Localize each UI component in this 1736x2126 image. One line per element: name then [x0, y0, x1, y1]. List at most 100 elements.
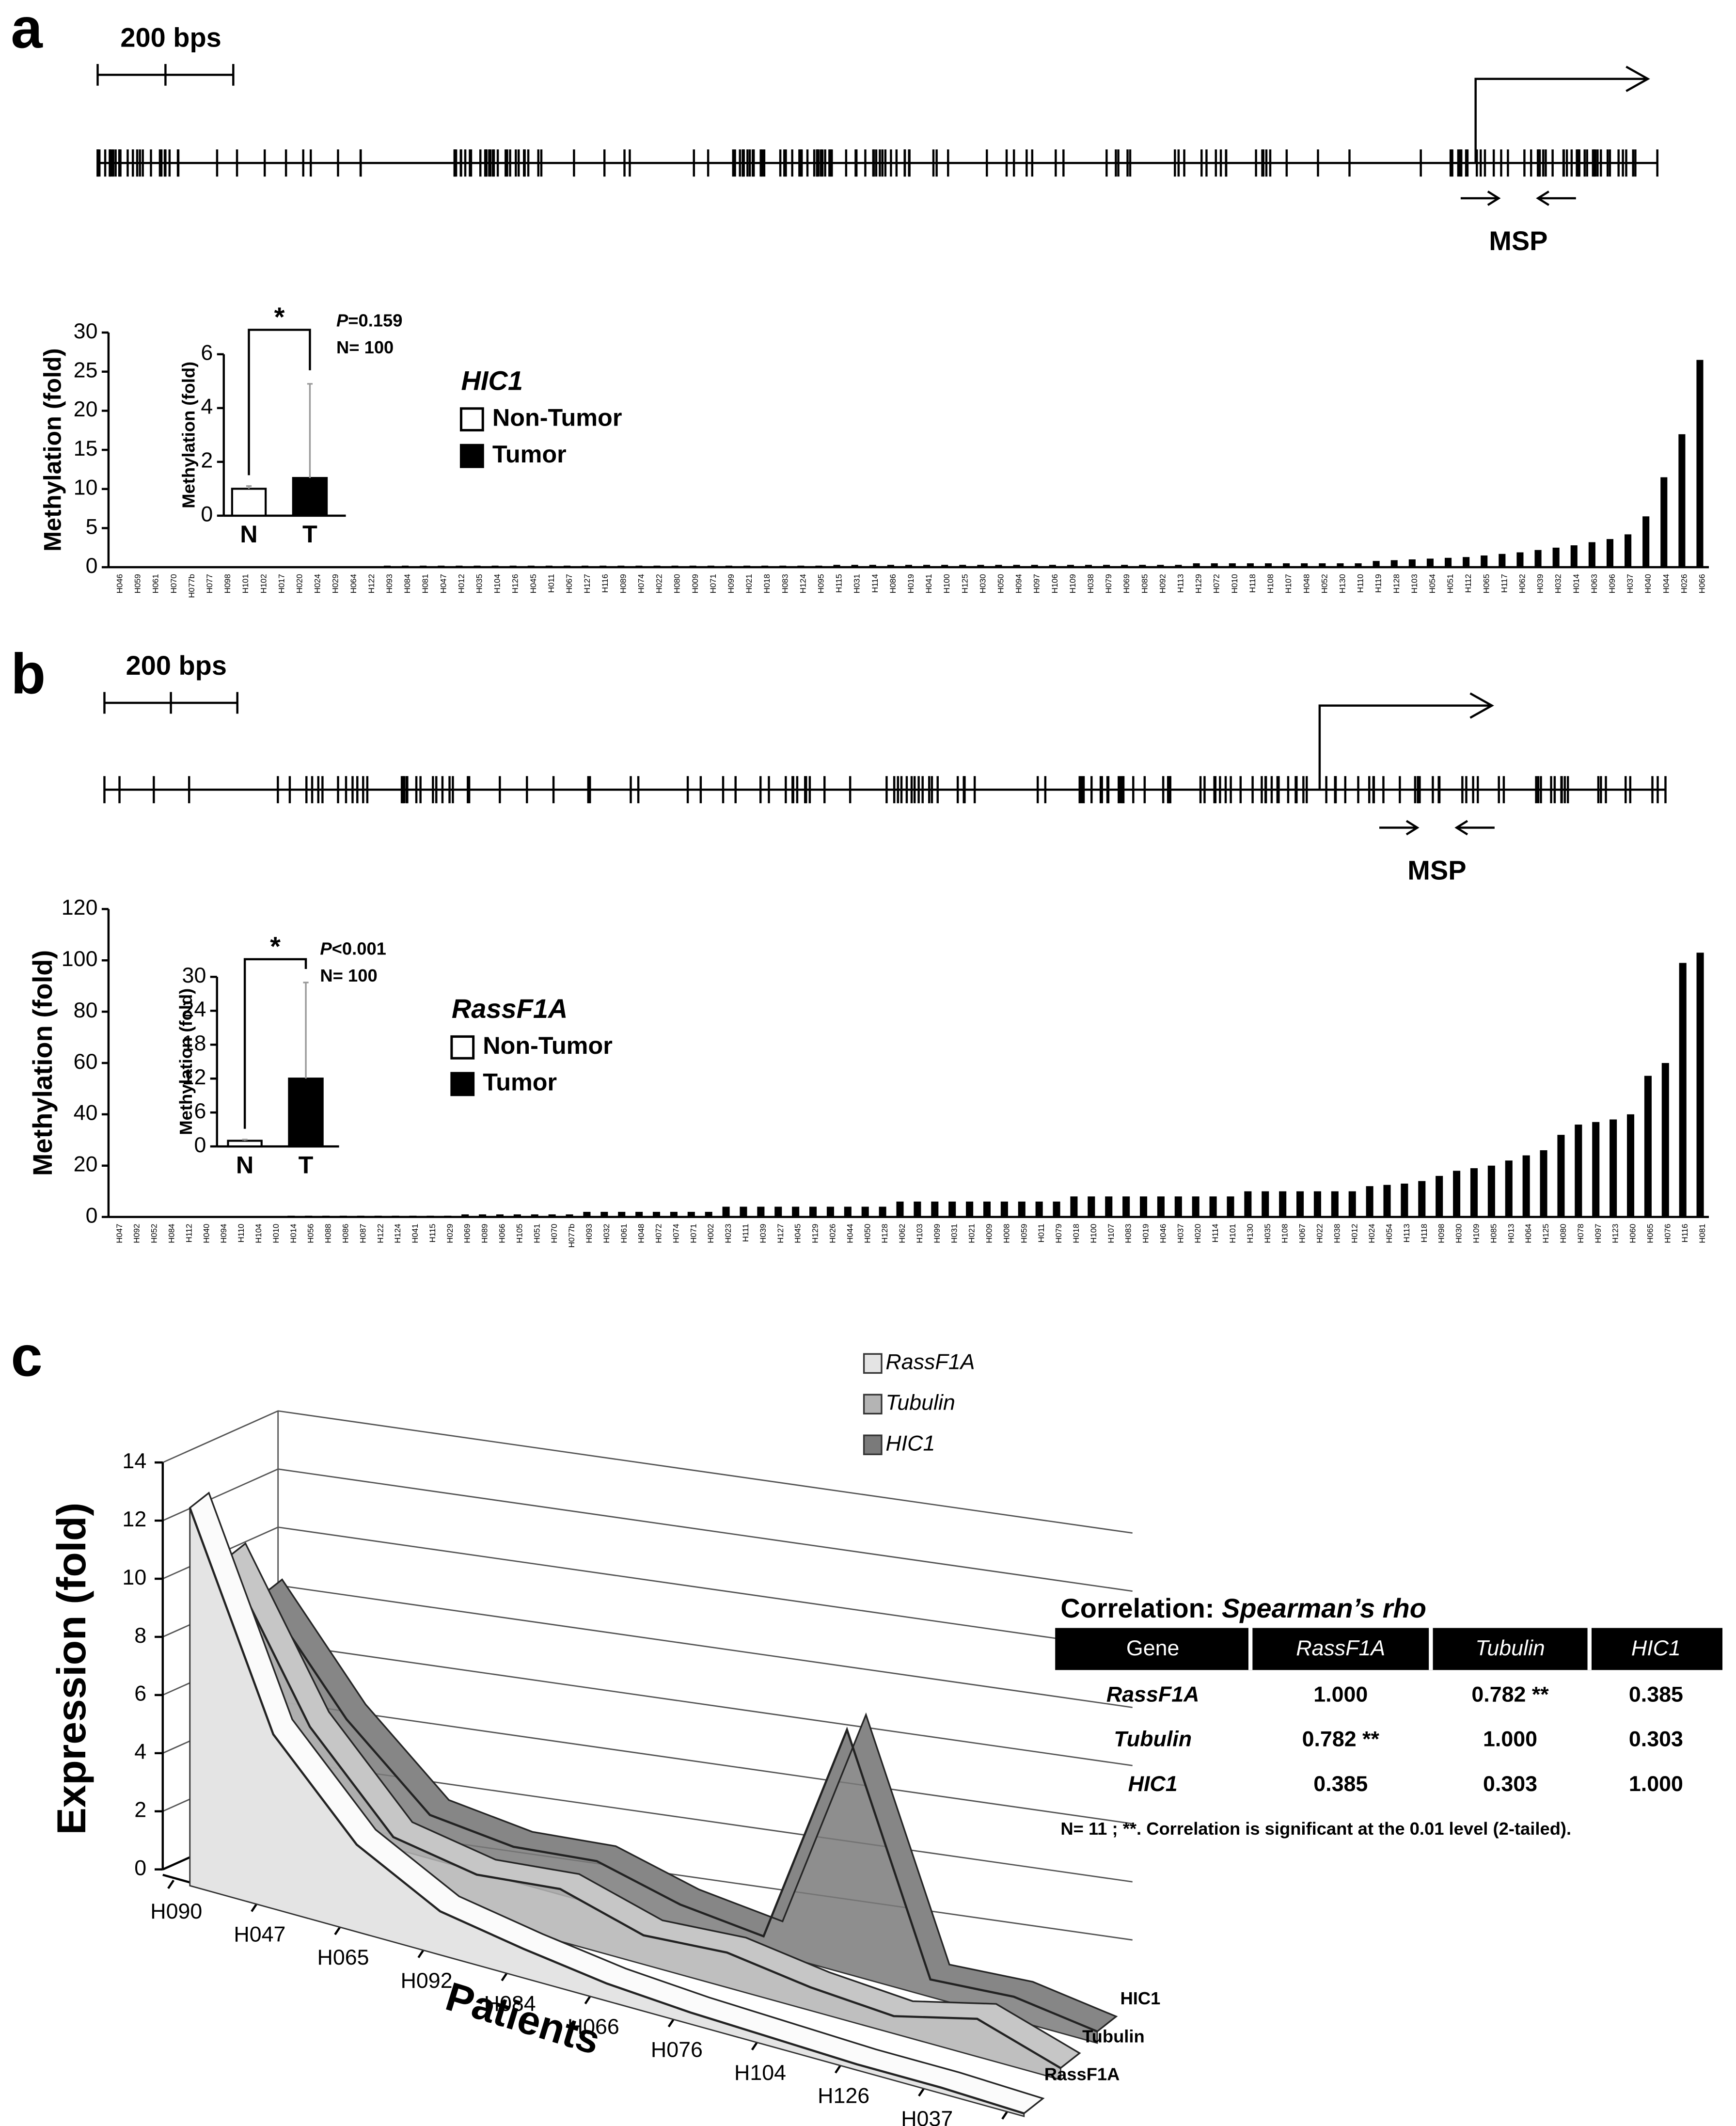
x-tick-label: H060: [1628, 1224, 1638, 1243]
bar: [1264, 563, 1272, 568]
bar: [879, 1206, 886, 1217]
bar: [740, 1206, 747, 1217]
y-tick-label: 15: [74, 436, 98, 460]
bar: [509, 565, 517, 568]
bar: [150, 566, 157, 568]
y-tick-label: 30: [182, 963, 206, 987]
x-tick-label: N: [240, 520, 257, 548]
y-tick-label: 30: [74, 319, 98, 343]
x-tick-label: H008: [1002, 1224, 1011, 1243]
bar: [1085, 565, 1092, 568]
x-tick-label: H079: [1054, 1224, 1063, 1243]
x-tick-label: H100: [1089, 1224, 1098, 1243]
bar: [1319, 563, 1326, 568]
bar: [583, 1212, 591, 1217]
bar: [1157, 1196, 1165, 1217]
x-tick-label: H014: [1572, 574, 1581, 593]
x-tick-label: H012: [1350, 1224, 1359, 1243]
bar: [330, 566, 337, 568]
table-cell: 1.000: [1483, 1727, 1537, 1751]
bar: [1283, 563, 1290, 568]
bar: [905, 565, 913, 568]
x-tick-label: H108: [1266, 574, 1275, 593]
x-tick-label: H099: [726, 574, 736, 593]
legend-label: Non-Tumor: [492, 403, 622, 431]
bar: [1053, 1201, 1060, 1217]
x-tick-label: H112: [1464, 574, 1473, 593]
x-tick-label: H097: [1032, 574, 1042, 593]
bar: [914, 1201, 921, 1217]
bar: [461, 1214, 469, 1217]
x-tick-label: H092: [1158, 574, 1167, 593]
primer-forward: [1460, 190, 1501, 206]
bar: [1401, 1183, 1408, 1217]
x-tick-label: H064: [1524, 1224, 1533, 1243]
x-tick-label: H024: [1367, 1224, 1376, 1243]
bar: [600, 1212, 608, 1217]
x-tick-label: H039: [758, 1224, 768, 1243]
x-tick-label: H011: [547, 574, 556, 593]
bar: [1070, 1196, 1078, 1217]
legend-swatch: [863, 1434, 883, 1456]
x-tick-label: H109: [1472, 1224, 1481, 1243]
bar: [1453, 1171, 1461, 1217]
bar: [527, 565, 535, 568]
bar: [1088, 1196, 1095, 1217]
x-tick-label: H066: [1698, 574, 1707, 593]
y-axis-label: Methylation (fold): [176, 988, 196, 1135]
x-tick-label: H019: [1141, 1224, 1151, 1243]
x-tick-label: H022: [1315, 1224, 1324, 1243]
x-tick-label: H130: [1246, 1224, 1255, 1243]
x-tick-label: H104: [734, 2061, 786, 2085]
bar: [896, 1201, 904, 1217]
x-tick-label: H023: [724, 1224, 733, 1243]
x-tick-label: H111: [741, 1224, 750, 1242]
bar: [844, 1206, 852, 1217]
x-tick-label: H059: [1019, 1224, 1028, 1243]
bar: [531, 1214, 538, 1217]
series-line: [189, 1507, 1025, 2115]
table-note: N= 11 ; **. Correlation is significant a…: [1060, 1819, 1571, 1839]
bar: [851, 565, 858, 568]
legend-swatch: [863, 1353, 883, 1374]
bar: [1534, 550, 1542, 568]
x-tick-label: H088: [324, 1224, 333, 1243]
error-bar: [246, 485, 252, 489]
bar: [456, 565, 463, 568]
y-tick-label: 20: [74, 1152, 98, 1176]
x-tick-label: H074: [671, 1224, 680, 1243]
bar: [402, 565, 409, 568]
x-tick-label: H054: [1428, 574, 1437, 593]
x-tick-label: H029: [445, 1224, 455, 1243]
bar: [1229, 563, 1236, 568]
x-tick-label: H048: [1302, 574, 1311, 593]
x-tick-label: H044: [845, 1224, 854, 1243]
p-text: =0.159: [348, 310, 402, 330]
bar: [132, 566, 139, 568]
bar: [1678, 434, 1686, 568]
x-tick-label: H106: [1050, 574, 1059, 593]
bar: [292, 477, 328, 517]
bar: [757, 1206, 765, 1217]
bar: [444, 1215, 452, 1217]
table-cell: 0.303: [1483, 1772, 1537, 1796]
y-axis-label: Methylation (fold): [27, 950, 58, 1176]
bar: [1463, 557, 1470, 568]
header-cell: RassF1A: [1296, 1636, 1385, 1660]
x-tick-label: H127: [776, 1224, 785, 1243]
x-tick-label: H062: [1517, 574, 1527, 593]
x-tick-label: H052: [1320, 574, 1329, 593]
bar: [186, 566, 193, 568]
tss-arrow: [1474, 78, 1648, 163]
x-tick-label: H129: [811, 1224, 820, 1243]
bar: [1122, 1196, 1130, 1217]
x-tick-label: H093: [584, 1224, 594, 1243]
bar: [582, 565, 589, 568]
x-tick-label: H013: [1506, 1224, 1515, 1243]
x-tick-label: H098: [223, 574, 232, 593]
x-tick-label: H105: [515, 1224, 524, 1243]
x-tick-label: H065: [1645, 1224, 1655, 1243]
bar: [231, 488, 267, 517]
bar: [1696, 360, 1704, 568]
bar: [1139, 1196, 1148, 1217]
